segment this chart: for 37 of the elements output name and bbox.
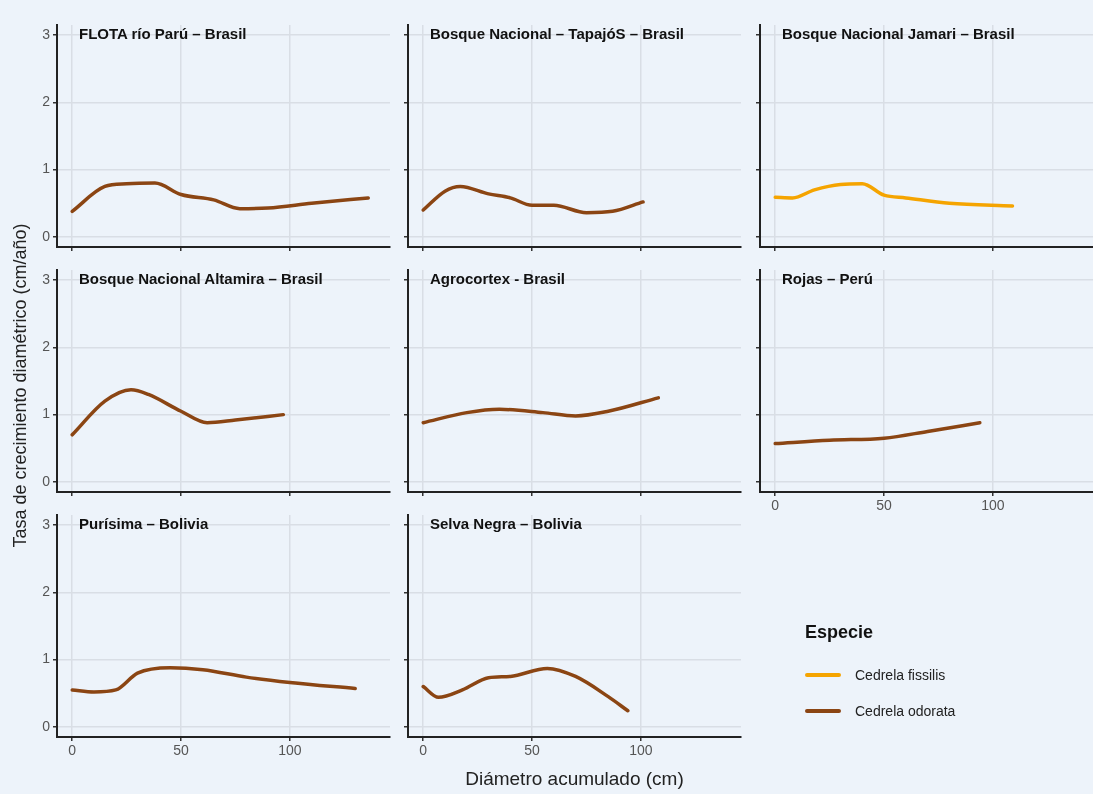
y-tick-label: 0 [42,472,51,489]
chart-title: Bosque Nacional Altamira – Brasil [79,269,323,287]
chart-title: Bosque Nacional – TapajóS – Brasil [430,24,684,42]
y-tick-label: 3 [42,25,51,42]
x-tick-label: 100 [981,496,1005,513]
y-tick-label: 2 [42,583,51,600]
line-series [70,181,370,214]
y-tick-label: 2 [42,338,51,355]
x-tick-label: 100 [278,741,302,758]
x-tick-label: 50 [173,741,190,758]
chart-title: FLOTA río Parú – Brasil [79,24,247,42]
chart-title: Purísima – Bolivia [79,514,209,532]
y-tick-label: 3 [42,515,51,532]
y-tick-label: 1 [42,650,51,667]
y-tick-label: 1 [42,160,51,177]
y-tick-label: 0 [42,227,51,244]
chart-title: Bosque Nacional Jamari – Brasil [782,24,1015,42]
y-axis-title: Tasa de crecimiento diamétrico (cm/año) [9,222,31,550]
y-tick-label: 1 [42,405,51,422]
x-tick-label: 0 [419,741,428,758]
chart-title: Selva Negra – Bolivia [430,514,583,532]
line-series [70,388,286,437]
line-series [70,665,357,694]
x-tick-label: 100 [629,741,653,758]
y-tick-label: 3 [42,270,51,287]
legend-title: Especie [805,622,875,643]
x-tick-label: 50 [876,496,893,513]
x-tick-label: 0 [68,741,77,758]
x-tick-label: 50 [524,741,541,758]
chart-title: Agrocortex - Brasil [430,269,566,287]
y-tick-label: 2 [42,93,51,110]
y-tick-label: 0 [42,717,51,734]
x-tick-label: 0 [771,496,780,513]
x-axis-title: Diámetro acumulado (cm) [464,768,685,790]
legend-label: Cedrela odorata [855,703,956,719]
legend-label: Cedrela fissilis [855,667,946,683]
chart-title: Rojas – Perú [782,269,873,287]
